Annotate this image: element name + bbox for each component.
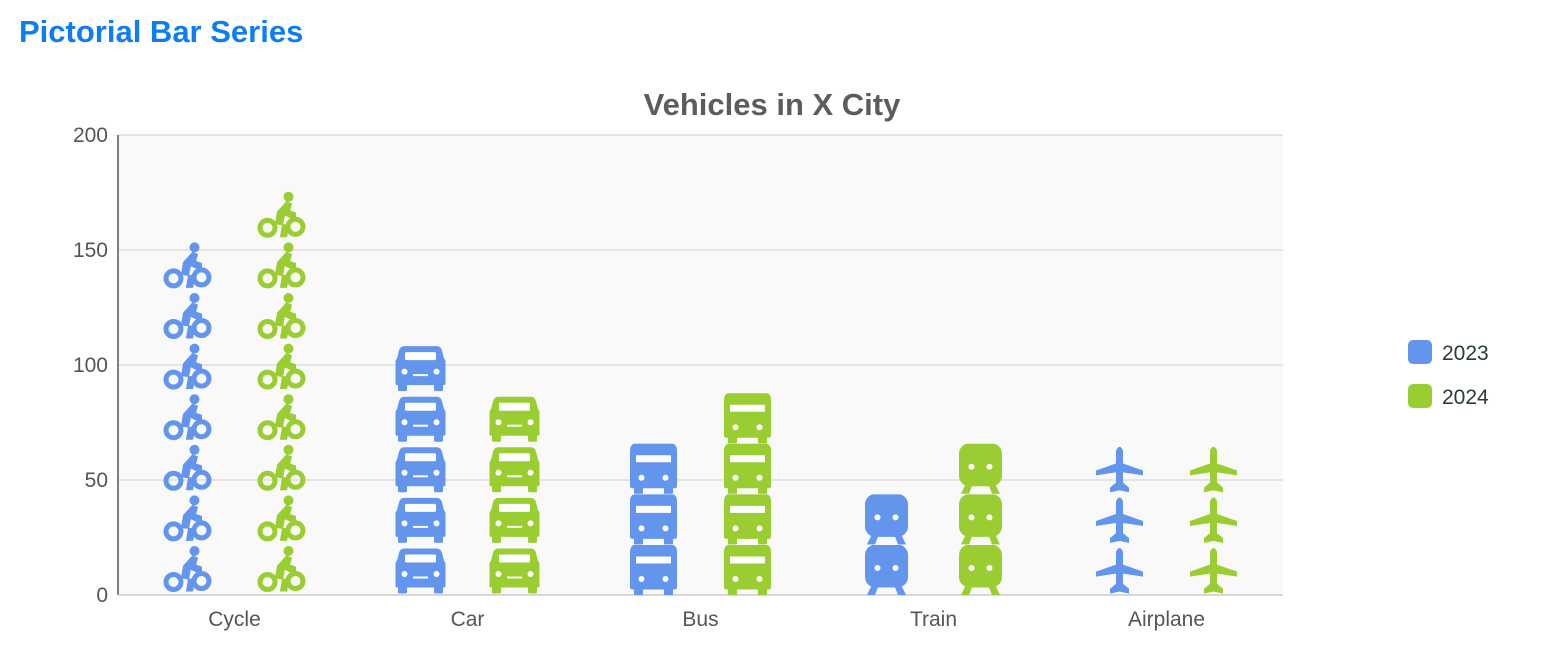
bus-icon	[724, 393, 771, 444]
train-icon	[865, 545, 908, 595]
bus-icon	[630, 494, 677, 545]
x-tick-label: Airplane	[1128, 608, 1205, 631]
y-tick-label: 50	[85, 469, 108, 492]
bar-airplane-2024	[1190, 446, 1237, 594]
bus-icon	[724, 494, 771, 545]
y-tick-label: 100	[73, 354, 108, 377]
car-icon	[395, 346, 446, 392]
x-tick-label: Car	[451, 608, 485, 631]
legend-label: 2024	[1442, 386, 1489, 409]
bar-bus-2023	[630, 443, 677, 595]
bus-icon	[630, 443, 677, 494]
y-tick-label: 200	[73, 124, 108, 147]
bus-icon	[630, 545, 677, 595]
x-tick-label: Cycle	[208, 608, 261, 631]
legend-swatch	[1408, 340, 1432, 364]
chart-title: Vehicles in X City	[644, 87, 901, 122]
y-tick-label: 150	[73, 239, 108, 262]
x-tick-label: Train	[910, 608, 957, 631]
car-icon	[489, 447, 540, 493]
car-icon	[489, 497, 540, 543]
car-icon	[395, 447, 446, 493]
bus-icon	[724, 443, 771, 494]
y-tick-label: 0	[96, 584, 108, 607]
y-axis-tick-labels: 0 50 100 150 200	[73, 124, 108, 607]
bar-car-2023	[395, 346, 446, 594]
legend-swatch	[1408, 384, 1432, 408]
train-icon	[959, 545, 1002, 595]
x-axis-tick-labels: Cycle Car Bus Train Airplane	[208, 608, 1205, 631]
gridlines	[118, 134, 1283, 481]
bus-icon	[724, 545, 771, 595]
train-icon	[959, 443, 1002, 494]
car-icon	[395, 497, 446, 543]
page-heading: Pictorial Bar Series	[19, 14, 304, 49]
car-icon	[395, 396, 446, 442]
legend-label: 2023	[1442, 342, 1489, 365]
legend: 2023 2024	[1408, 340, 1489, 409]
bar-train-2024	[959, 443, 1002, 595]
car-icon	[489, 396, 540, 442]
bar-airplane-2023	[1096, 446, 1143, 594]
car-icon	[395, 548, 446, 594]
car-icon	[489, 548, 540, 594]
x-tick-label: Bus	[682, 608, 718, 631]
